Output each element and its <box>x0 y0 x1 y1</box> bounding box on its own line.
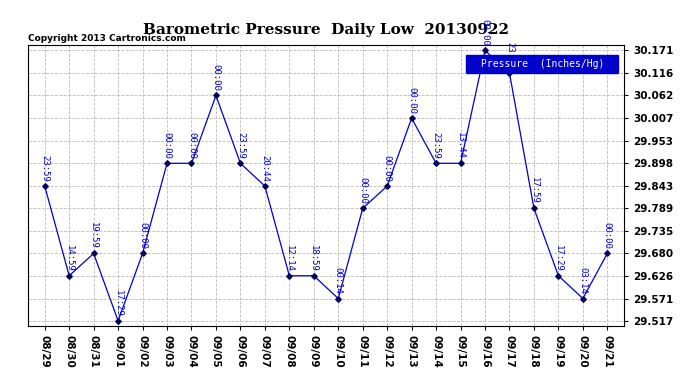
Text: 19:59: 19:59 <box>89 222 98 249</box>
Title: Barometric Pressure  Daily Low  20130922: Barometric Pressure Daily Low 20130922 <box>143 23 509 37</box>
Text: 00:00: 00:00 <box>163 132 172 159</box>
Text: 00:00: 00:00 <box>358 177 367 204</box>
Text: 00:00: 00:00 <box>383 155 392 182</box>
Text: Copyright 2013 Cartronics.com: Copyright 2013 Cartronics.com <box>28 34 186 43</box>
Text: 17:29: 17:29 <box>554 245 563 272</box>
Text: 03:14: 03:14 <box>578 267 587 294</box>
Text: 00:00: 00:00 <box>187 132 196 159</box>
Text: 14:59: 14:59 <box>65 245 74 272</box>
Text: 23:59: 23:59 <box>236 132 245 159</box>
Text: 00:00: 00:00 <box>480 20 489 46</box>
Text: 13:44: 13:44 <box>456 132 465 159</box>
Text: 17:59: 17:59 <box>529 177 538 204</box>
Text: 23:59: 23:59 <box>432 132 441 159</box>
Text: 23:59: 23:59 <box>505 42 514 69</box>
Text: 18:59: 18:59 <box>309 245 318 272</box>
Text: 23:59: 23:59 <box>40 155 49 182</box>
Text: 20:44: 20:44 <box>260 155 269 182</box>
Text: 12:14: 12:14 <box>285 245 294 272</box>
Text: 00:00: 00:00 <box>138 222 147 249</box>
Text: Pressure  (Inches/Hg): Pressure (Inches/Hg) <box>481 59 604 69</box>
Text: 00:00: 00:00 <box>407 87 416 114</box>
Text: 00:14: 00:14 <box>334 267 343 294</box>
Text: 00:00: 00:00 <box>211 64 220 92</box>
Text: 00:00: 00:00 <box>603 222 612 249</box>
Text: 17:29: 17:29 <box>114 290 123 316</box>
FancyBboxPatch shape <box>466 55 618 73</box>
